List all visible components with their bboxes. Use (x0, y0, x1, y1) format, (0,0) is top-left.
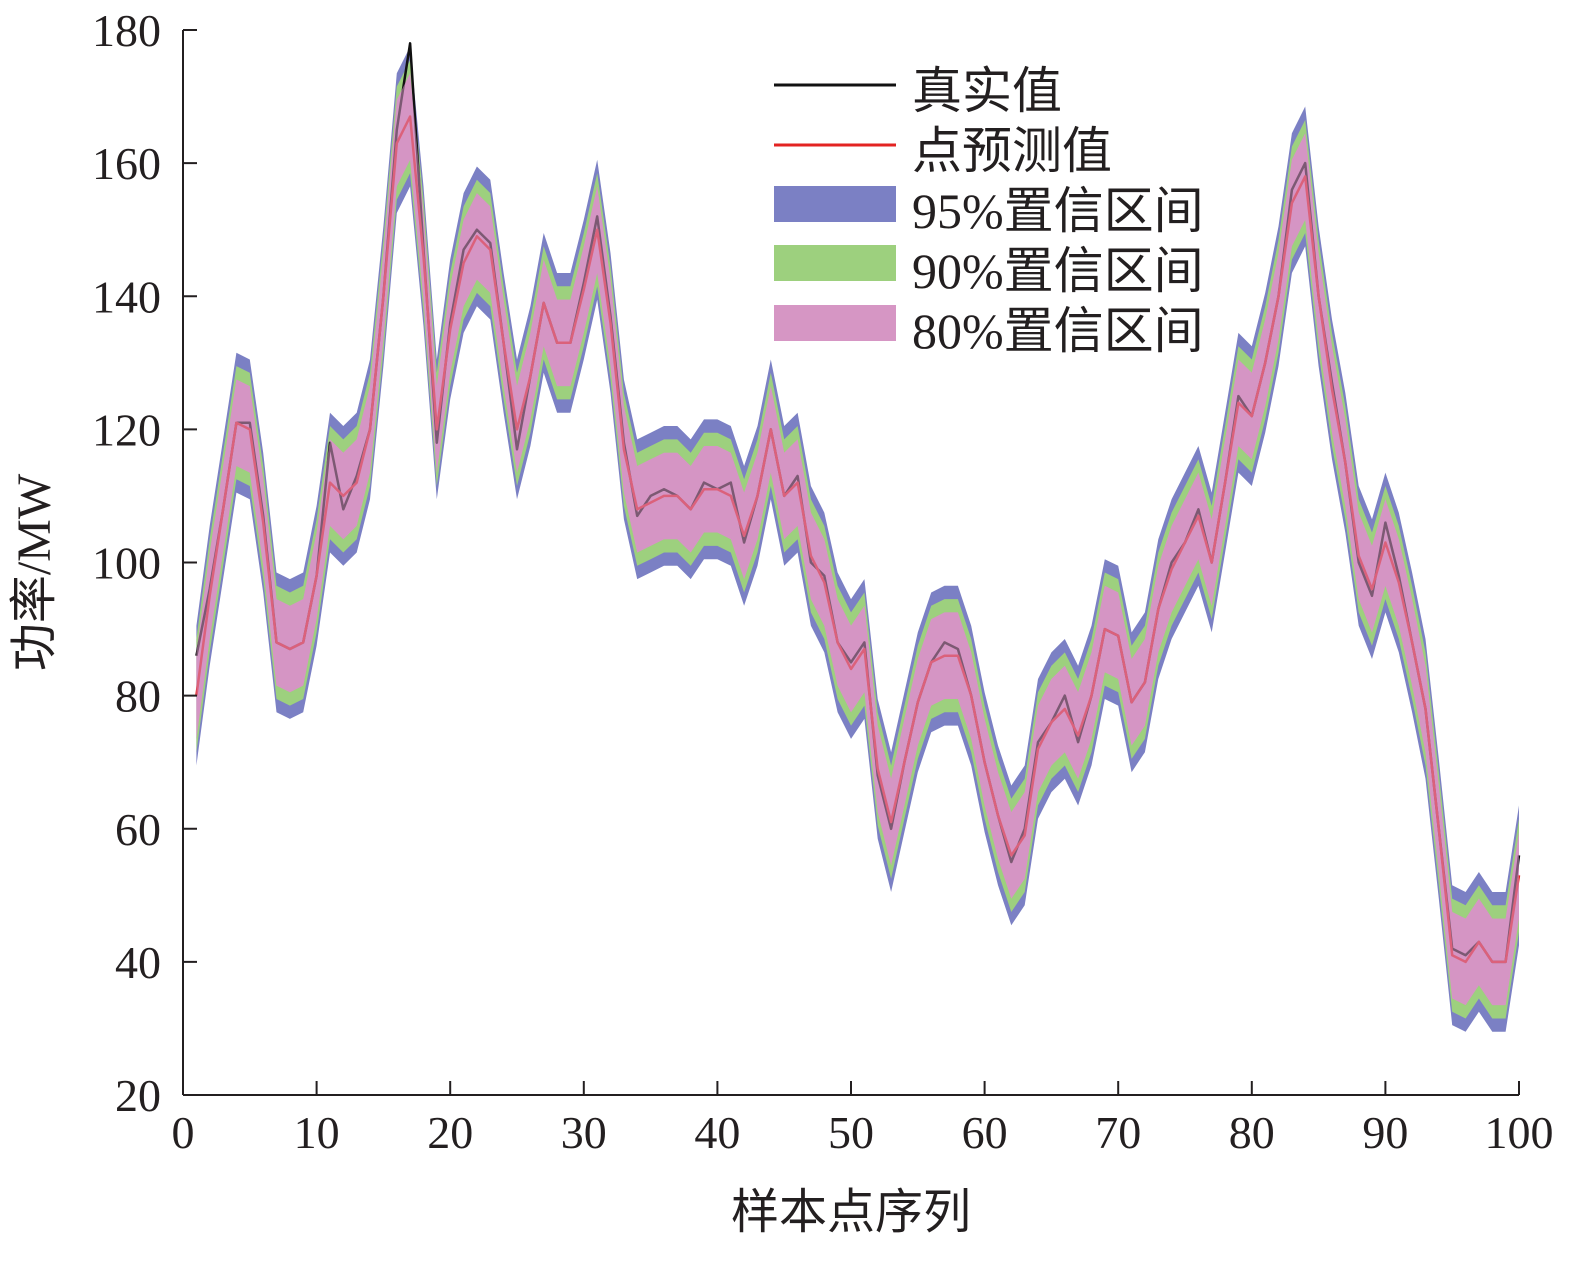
x-tick-label: 10 (294, 1107, 340, 1158)
y-axis-label: 功率/MW (8, 473, 61, 671)
x-tick-label: 60 (962, 1107, 1008, 1158)
x-tick-label: 0 (172, 1107, 195, 1158)
x-axis-label: 样本点序列 (731, 1186, 971, 1239)
y-tick-label: 160 (92, 138, 161, 189)
y-ticks: 20 40 60 80 100 120 140 160 180 (92, 5, 197, 1121)
x-tick-label: 90 (1362, 1107, 1408, 1158)
x-ticks: 0 10 20 30 40 50 60 70 80 90 100 (172, 1081, 1554, 1158)
y-tick-label: 20 (115, 1070, 161, 1121)
x-tick-label: 70 (1095, 1107, 1141, 1158)
y-tick-label: 140 (92, 271, 161, 322)
legend-swatch-band80 (774, 305, 896, 341)
x-tick-label: 80 (1229, 1107, 1275, 1158)
y-tick-label: 60 (115, 804, 161, 855)
y-tick-label: 100 (92, 538, 161, 589)
x-tick-label: 100 (1485, 1107, 1554, 1158)
legend-label-band95: 95%置信区间 (912, 183, 1204, 239)
y-tick-label: 40 (115, 937, 161, 988)
series-lines (195, 42, 1521, 1006)
x-tick-label: 40 (694, 1107, 740, 1158)
y-tick-label: 180 (92, 5, 161, 56)
legend-label-band90: 90%置信区间 (912, 243, 1204, 299)
x-tick-label: 50 (828, 1107, 874, 1158)
legend: 真实值 点预测值 95%置信区间 90%置信区间 80%置信区间 (774, 63, 1204, 359)
x-tick-label: 30 (561, 1107, 607, 1158)
x-tick-label: 20 (427, 1107, 473, 1158)
y-tick-label: 120 (92, 404, 161, 455)
legend-label-predicted: 点预测值 (912, 123, 1112, 179)
legend-swatch-band90 (774, 245, 896, 281)
y-tick-label: 80 (115, 671, 161, 722)
legend-label-actual: 真实值 (912, 63, 1062, 119)
legend-swatch-band95 (774, 186, 896, 222)
legend-label-band80: 80%置信区间 (912, 303, 1204, 359)
